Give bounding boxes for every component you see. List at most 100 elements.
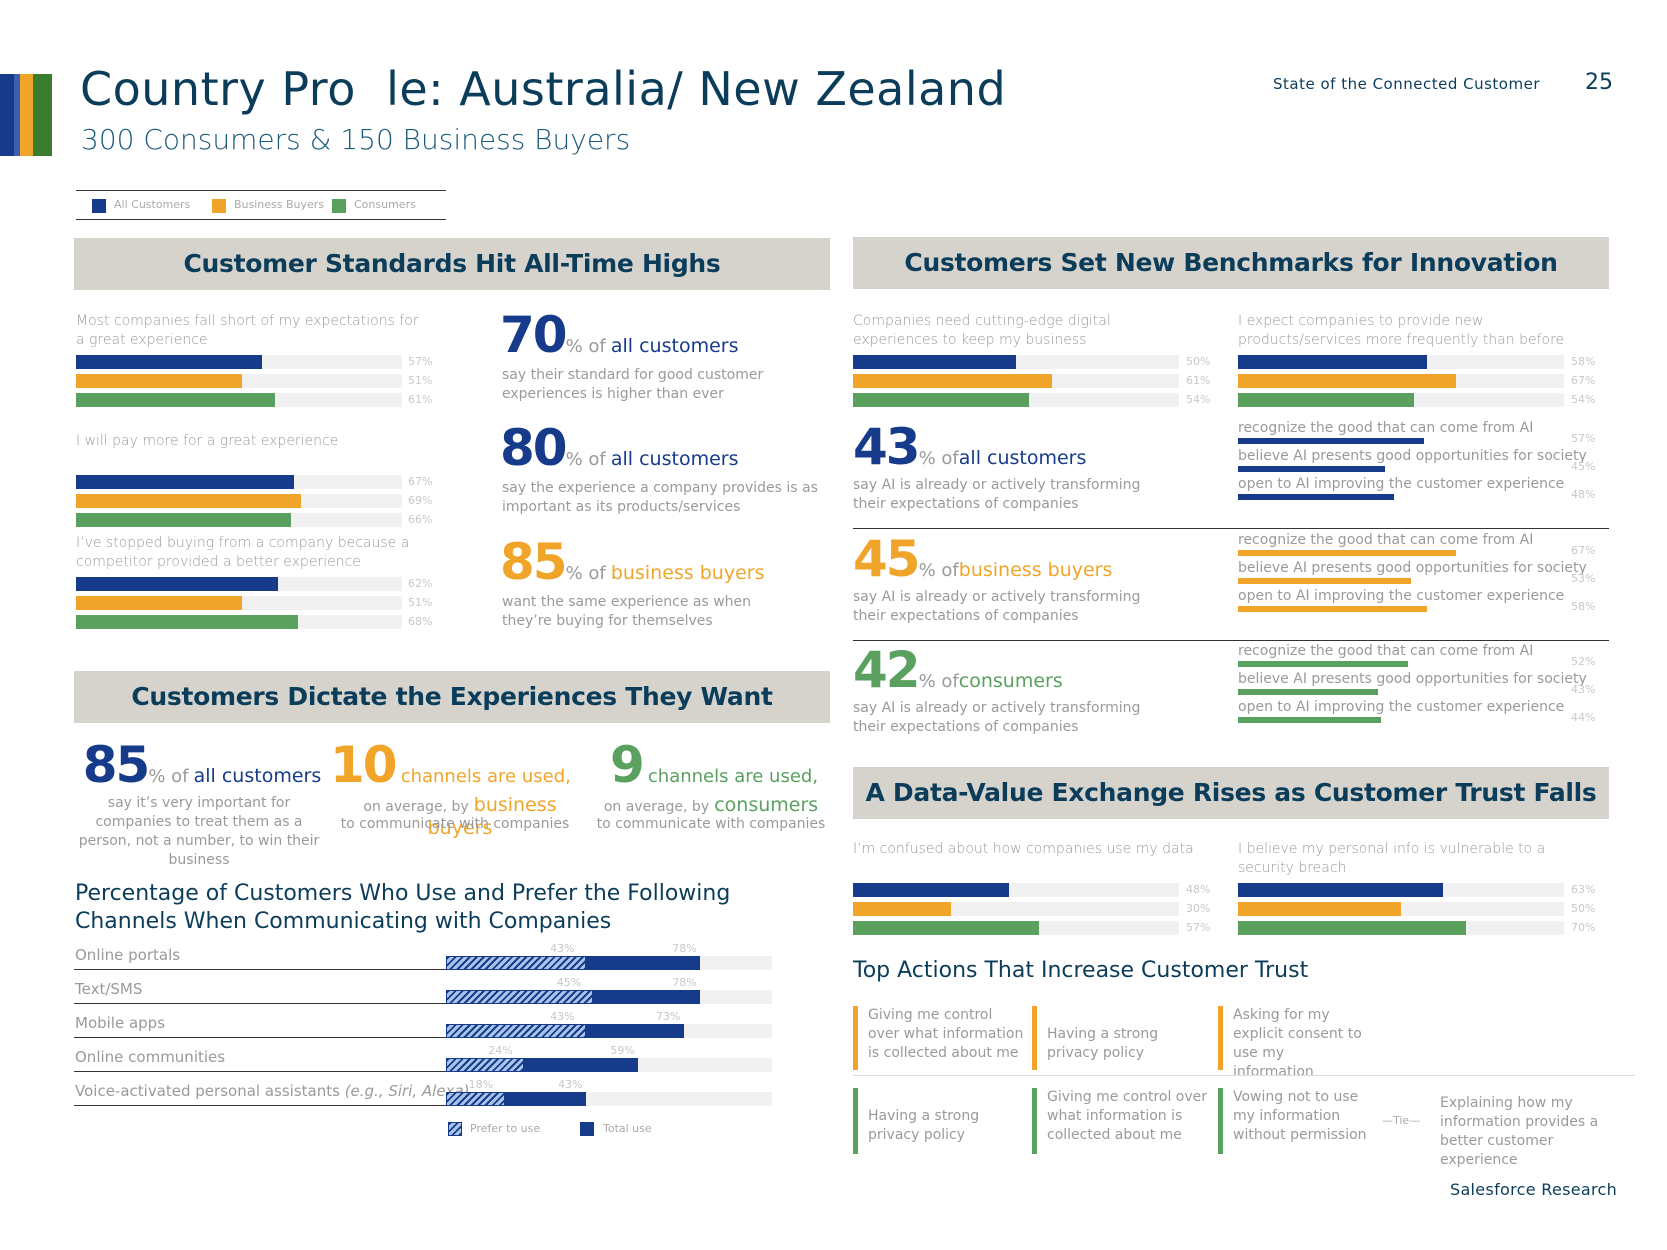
legend-label-business: Business Buyers xyxy=(234,198,325,211)
bar-value-label: 58% xyxy=(1571,355,1596,368)
stat-unit: % of xyxy=(918,671,959,692)
stat-who: all customers xyxy=(193,765,322,787)
ai-value-label: 67% xyxy=(1571,544,1596,557)
bar-all-customers xyxy=(1238,355,1428,369)
legend-swatch-total xyxy=(580,1122,594,1136)
bar-value-label: 51% xyxy=(408,596,433,609)
question-text: I believe my personal info is vulnerable… xyxy=(1238,841,1546,876)
channel-label-text: Online portals xyxy=(75,946,181,964)
question-text: Most companies fall short of my expectat… xyxy=(76,313,419,348)
stat-number: 70 xyxy=(500,306,568,364)
stat-desc: want the same experience as when they’re… xyxy=(502,594,752,629)
stat-desc: say their standard for good customer exp… xyxy=(502,367,764,402)
stat-9-channels: 9 channels are used, xyxy=(610,740,840,790)
total-value-label: 78% xyxy=(672,942,697,955)
question-text: I’ve stopped buying from a company becau… xyxy=(76,535,410,570)
ai-bar xyxy=(1238,661,1408,667)
channel-label-text: Mobile apps xyxy=(75,1014,166,1032)
channels-title-line1: Percentage of Customers Who Use and Pref… xyxy=(75,881,731,906)
question-text: Companies need cutting-edge digital expe… xyxy=(853,313,1111,348)
stat-who: business buyers xyxy=(958,559,1113,581)
channel-label-text: Text/SMS xyxy=(75,980,143,998)
stat-unit: % of xyxy=(565,336,606,357)
total-value-label: 73% xyxy=(655,1010,681,1023)
stat-who: business buyers xyxy=(610,562,765,584)
ai-bar xyxy=(1238,689,1379,695)
prefer-use-bar xyxy=(446,990,593,1004)
buyer-action-1: Giving me control over what information … xyxy=(853,1006,1028,1070)
bar-value-label: 50% xyxy=(1571,902,1596,915)
total-value-label: 59% xyxy=(610,1044,635,1057)
ai-bar xyxy=(1238,717,1382,723)
channel-label-text: Voice-activated personal assistants xyxy=(75,1082,345,1100)
stat-70-all-customers: 70% of all customers xyxy=(500,310,830,360)
stat-pre: on average, by xyxy=(603,799,710,815)
ai-label: believe AI presents good opportunities f… xyxy=(1238,560,1587,576)
stat-desc: say the experience a company provides is… xyxy=(502,480,818,515)
row-rule xyxy=(74,1003,474,1004)
ai-bar xyxy=(1238,466,1385,472)
channel-label-example: (e.g., Siri, Alexa) xyxy=(344,1082,470,1100)
channel-label: Mobile apps xyxy=(75,1014,165,1032)
stat-10-channels: 10 channels are used, xyxy=(330,740,580,790)
prefer-use-bar xyxy=(446,1058,525,1072)
channel-label: Online portals xyxy=(75,946,180,964)
ai-label: believe AI presents good opportunities f… xyxy=(1238,671,1587,687)
bar-consumers xyxy=(1238,393,1415,407)
ai-stat-headline: 42% ofconsumers xyxy=(853,645,1193,695)
stat-desc: say AI is already or actively transformi… xyxy=(853,700,1141,735)
stat-unit: % of xyxy=(918,560,959,581)
row-rule xyxy=(74,969,474,970)
stat-unit: channels are used, xyxy=(647,766,819,787)
stat-unit: % of xyxy=(918,448,959,469)
bar-business-buyers xyxy=(76,494,301,508)
stat-85-all-customers: 85% of all customers xyxy=(82,740,322,790)
ai-value-label: 58% xyxy=(1571,600,1596,613)
bar-all-customers xyxy=(76,577,279,591)
bar-business-buyers xyxy=(76,374,243,388)
stat-unit: channels are used, xyxy=(400,766,571,787)
prefer-value-label: 43% xyxy=(550,1010,575,1023)
stat-who: business buyers xyxy=(427,794,557,839)
total-value-label: 78% xyxy=(672,976,697,989)
bar-value-label: 67% xyxy=(408,475,433,488)
bar-value-label: 67% xyxy=(1571,374,1596,387)
bar-consumers xyxy=(853,393,1030,407)
stat-desc: say it’s very important for companies to… xyxy=(78,795,320,868)
bar-consumers xyxy=(76,615,298,629)
ai-bar xyxy=(1238,438,1424,444)
legend: All Customers Business Buyers Consumers xyxy=(76,190,446,220)
ai-bar xyxy=(1238,578,1411,584)
ai-stat-headline: 45% ofbusiness buyers xyxy=(853,534,1193,584)
ai-bar xyxy=(1238,606,1428,612)
section-header-dictate: Customers Dictate the Experiences They W… xyxy=(74,671,830,723)
bar-value-label: 61% xyxy=(1186,374,1211,387)
footer-brand: Salesforce Research xyxy=(1450,1180,1618,1199)
stat-desc: to communicate with companies xyxy=(596,816,826,832)
bar-value-label: 69% xyxy=(408,494,433,507)
bar-business-buyers xyxy=(853,374,1052,388)
stat-number: 43 xyxy=(853,418,921,476)
bar-value-label: 48% xyxy=(1186,883,1211,896)
section-header-trust: A Data-Value Exchange Rises as Customer … xyxy=(853,767,1609,819)
total-value-label: 43% xyxy=(558,1078,583,1091)
bar-all-customers xyxy=(76,355,262,369)
buyer-action-2: Having a strong privacy policy xyxy=(1032,1006,1182,1070)
ai-stat-headline: 43% ofall customers xyxy=(853,422,1193,472)
legend-label-all: All Customers xyxy=(114,198,191,211)
bar-consumers xyxy=(76,513,292,527)
bar-value-label: 66% xyxy=(408,513,433,526)
stat-desc: say AI is already or actively transformi… xyxy=(853,477,1141,512)
channel-label: Text/SMS xyxy=(75,980,142,998)
bar-value-label: 54% xyxy=(1186,393,1211,406)
stat-10-who: on average, by business buyers xyxy=(330,794,590,839)
consumer-action-2: Giving me control over what information … xyxy=(1032,1088,1212,1154)
legend-label-consumers: Consumers xyxy=(354,198,416,211)
bar-value-label: 57% xyxy=(408,355,433,368)
bar-business-buyers xyxy=(1238,374,1457,388)
consumer-action-3: Vowing not to use my information without… xyxy=(1218,1088,1368,1154)
stat-number: 45 xyxy=(853,530,921,588)
report-name: State of the Connected Customer xyxy=(1273,75,1540,93)
section-header-innovation: Customers Set New Benchmarks for Innovat… xyxy=(853,237,1609,289)
legend-label-total: Total use xyxy=(603,1122,652,1135)
